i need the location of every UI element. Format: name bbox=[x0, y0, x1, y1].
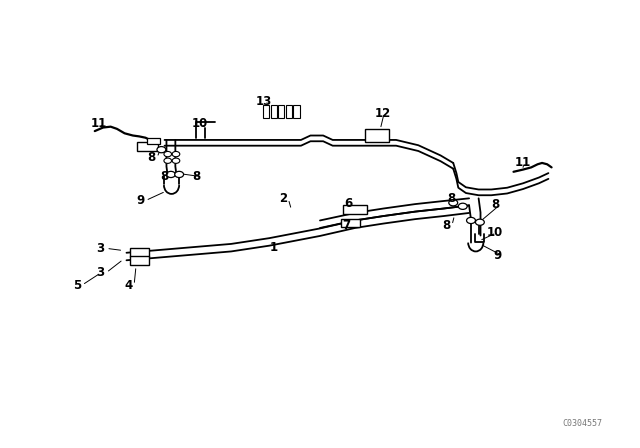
Bar bbox=[293, 104, 300, 118]
Circle shape bbox=[449, 200, 458, 206]
Text: 5: 5 bbox=[72, 279, 81, 292]
Text: 6: 6 bbox=[344, 197, 353, 210]
Bar bbox=[285, 104, 292, 118]
Circle shape bbox=[172, 158, 180, 164]
Bar bbox=[137, 142, 157, 151]
Text: 8: 8 bbox=[442, 219, 451, 232]
Text: 3: 3 bbox=[97, 242, 105, 255]
Text: 10: 10 bbox=[192, 116, 208, 129]
Text: 8: 8 bbox=[147, 151, 156, 164]
Text: 8: 8 bbox=[160, 170, 168, 183]
Text: 8: 8 bbox=[192, 170, 200, 183]
Bar bbox=[130, 256, 148, 265]
Bar bbox=[271, 104, 277, 118]
Circle shape bbox=[164, 151, 172, 157]
Text: 9: 9 bbox=[136, 194, 144, 207]
Text: 3: 3 bbox=[97, 266, 105, 279]
Circle shape bbox=[157, 146, 166, 153]
Text: 13: 13 bbox=[255, 95, 271, 108]
Text: 8: 8 bbox=[447, 192, 455, 205]
Bar bbox=[147, 138, 160, 144]
Text: 8: 8 bbox=[492, 198, 500, 211]
Circle shape bbox=[172, 151, 180, 157]
Bar bbox=[341, 219, 360, 227]
Bar bbox=[263, 104, 269, 118]
Bar bbox=[130, 248, 148, 257]
Bar bbox=[365, 129, 389, 142]
Text: 9: 9 bbox=[493, 250, 502, 263]
Text: 4: 4 bbox=[125, 279, 133, 292]
Text: 11: 11 bbox=[90, 116, 107, 129]
Text: 12: 12 bbox=[374, 107, 391, 120]
Bar bbox=[278, 104, 284, 118]
Text: 1: 1 bbox=[269, 241, 277, 254]
Circle shape bbox=[458, 203, 467, 209]
Circle shape bbox=[467, 217, 476, 224]
Circle shape bbox=[476, 219, 484, 225]
Text: 7: 7 bbox=[342, 219, 350, 232]
Text: 11: 11 bbox=[515, 156, 531, 169]
Text: 10: 10 bbox=[487, 226, 503, 239]
Circle shape bbox=[175, 171, 184, 177]
Text: 2: 2 bbox=[279, 192, 287, 205]
Text: C0304557: C0304557 bbox=[563, 419, 602, 428]
Circle shape bbox=[164, 158, 172, 164]
Circle shape bbox=[166, 171, 175, 177]
Bar bbox=[343, 205, 367, 214]
